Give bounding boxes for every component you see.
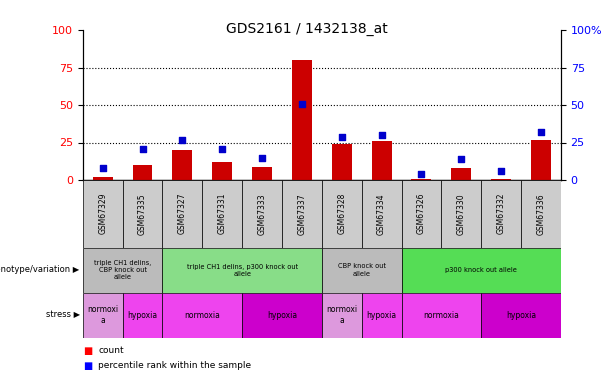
Text: genotype/variation ▶: genotype/variation ▶ bbox=[0, 266, 80, 274]
Text: normoxia: normoxia bbox=[185, 310, 220, 320]
Text: hypoxia: hypoxia bbox=[506, 310, 536, 320]
Bar bbox=[242, 180, 282, 248]
Bar bbox=[83, 248, 162, 292]
Text: hypoxia: hypoxia bbox=[267, 310, 297, 320]
Point bbox=[376, 132, 386, 138]
Bar bbox=[123, 180, 162, 248]
Text: GSM67326: GSM67326 bbox=[417, 193, 426, 234]
Text: ■: ■ bbox=[83, 361, 92, 370]
Bar bbox=[481, 180, 521, 248]
Text: GSM67333: GSM67333 bbox=[257, 193, 267, 235]
Bar bbox=[132, 165, 153, 180]
Bar bbox=[252, 166, 272, 180]
Point bbox=[536, 129, 546, 135]
Point bbox=[218, 146, 227, 152]
Text: GSM67327: GSM67327 bbox=[178, 193, 187, 234]
Bar bbox=[93, 177, 113, 180]
Text: GSM67332: GSM67332 bbox=[497, 193, 506, 234]
Bar bbox=[362, 180, 402, 248]
Bar bbox=[402, 248, 561, 292]
Text: normoxia: normoxia bbox=[424, 310, 459, 320]
Text: CBP knock out
allele: CBP knock out allele bbox=[338, 264, 386, 276]
Text: hypoxia: hypoxia bbox=[367, 310, 397, 320]
Bar bbox=[441, 180, 481, 248]
Bar bbox=[521, 180, 561, 248]
Text: p300 knock out allele: p300 knock out allele bbox=[445, 267, 517, 273]
Point bbox=[497, 168, 506, 174]
Bar bbox=[162, 292, 242, 338]
Bar bbox=[322, 180, 362, 248]
Bar bbox=[332, 144, 352, 180]
Point bbox=[178, 136, 188, 142]
Text: count: count bbox=[98, 346, 124, 355]
Bar bbox=[83, 180, 123, 248]
Text: GDS2161 / 1432138_at: GDS2161 / 1432138_at bbox=[226, 22, 387, 36]
Bar bbox=[212, 162, 232, 180]
Point bbox=[417, 171, 427, 177]
Bar bbox=[162, 180, 202, 248]
Text: triple CH1 delins, p300 knock out
allele: triple CH1 delins, p300 knock out allele bbox=[186, 264, 298, 276]
Text: GSM67328: GSM67328 bbox=[337, 193, 346, 234]
Text: percentile rank within the sample: percentile rank within the sample bbox=[98, 361, 251, 370]
Point bbox=[257, 154, 267, 160]
Text: GSM67329: GSM67329 bbox=[98, 193, 107, 234]
Text: ■: ■ bbox=[83, 346, 92, 355]
Bar bbox=[371, 141, 392, 180]
Bar bbox=[402, 180, 441, 248]
Text: GSM67331: GSM67331 bbox=[218, 193, 227, 234]
Point bbox=[456, 156, 466, 162]
Text: hypoxia: hypoxia bbox=[128, 310, 158, 320]
Bar bbox=[123, 292, 162, 338]
Bar bbox=[322, 248, 402, 292]
Text: GSM67335: GSM67335 bbox=[138, 193, 147, 235]
Bar bbox=[411, 178, 432, 180]
Bar bbox=[202, 180, 242, 248]
Bar bbox=[172, 150, 192, 180]
Text: GSM67330: GSM67330 bbox=[457, 193, 466, 235]
Bar bbox=[362, 292, 402, 338]
Text: GSM67336: GSM67336 bbox=[536, 193, 546, 235]
Text: GSM67337: GSM67337 bbox=[297, 193, 306, 235]
Bar bbox=[242, 292, 322, 338]
Text: normoxi
a: normoxi a bbox=[326, 305, 357, 325]
Point bbox=[337, 134, 347, 140]
Bar bbox=[531, 140, 551, 180]
Bar bbox=[292, 60, 312, 180]
Point bbox=[98, 165, 108, 171]
Bar bbox=[451, 168, 471, 180]
Text: normoxi
a: normoxi a bbox=[87, 305, 118, 325]
Point bbox=[297, 100, 307, 106]
Text: GSM67334: GSM67334 bbox=[377, 193, 386, 235]
Bar bbox=[282, 180, 322, 248]
Bar bbox=[162, 248, 322, 292]
Bar bbox=[491, 178, 511, 180]
Bar bbox=[481, 292, 561, 338]
Bar bbox=[322, 292, 362, 338]
Point bbox=[137, 146, 148, 152]
Text: triple CH1 delins,
CBP knock out
allele: triple CH1 delins, CBP knock out allele bbox=[94, 260, 151, 280]
Bar bbox=[402, 292, 481, 338]
Text: stress ▶: stress ▶ bbox=[45, 310, 80, 320]
Bar bbox=[83, 292, 123, 338]
